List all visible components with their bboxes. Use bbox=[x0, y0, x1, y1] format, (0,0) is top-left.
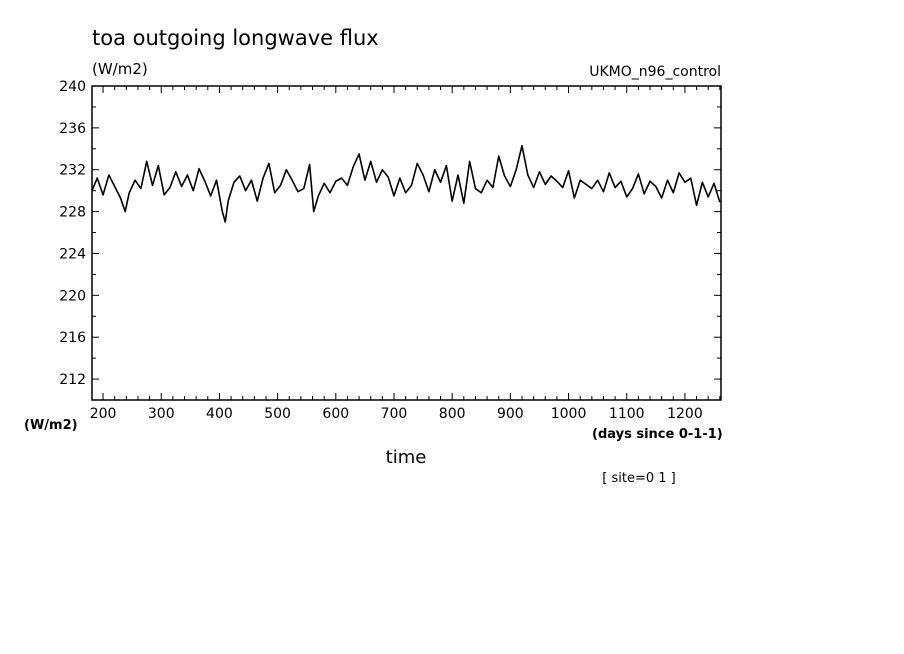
y-tick-label: 212 bbox=[59, 372, 86, 388]
x-tick-label: 500 bbox=[264, 406, 291, 422]
x-tick-label: 1100 bbox=[609, 406, 645, 422]
x-tick-label: 400 bbox=[206, 406, 233, 422]
chart-title: toa outgoing longwave flux bbox=[92, 26, 379, 50]
x-axis: 200 300 400 500 600 700 800 900 1000 1100 1200 bbox=[90, 86, 721, 422]
y-tick-label: 224 bbox=[59, 246, 86, 262]
chart-subtitle: UKMO_n96_control bbox=[589, 64, 721, 80]
x-tick-label: 700 bbox=[381, 406, 408, 422]
x-tick-label: 1200 bbox=[667, 406, 703, 422]
series-line-flux bbox=[91, 144, 721, 223]
y-axis: 212 216 220 224 228 232 236 240 bbox=[59, 79, 721, 401]
y-tick-label: 220 bbox=[59, 288, 86, 304]
y-axis-label: (W/m2) bbox=[24, 418, 78, 433]
footnote: [ site=0 1 ] bbox=[602, 471, 675, 486]
x-tick-label: 800 bbox=[439, 406, 466, 422]
y-tick-label: 236 bbox=[59, 121, 86, 137]
x-tick-label: 200 bbox=[90, 406, 117, 422]
x-tick-label: 900 bbox=[497, 406, 524, 422]
y-tick-label: 216 bbox=[59, 330, 86, 346]
y-tick-label: 232 bbox=[59, 163, 86, 179]
units-top-label: (W/m2) bbox=[92, 60, 148, 78]
y-tick-label: 240 bbox=[59, 79, 86, 95]
x-tick-label: 600 bbox=[322, 406, 349, 422]
x-axis-label: time bbox=[386, 447, 427, 468]
x-tick-label: 1000 bbox=[551, 406, 587, 422]
plot-frame bbox=[91, 85, 722, 401]
x-axis-units: (days since 0-1-1) bbox=[592, 427, 723, 442]
x-tick-label: 300 bbox=[148, 406, 175, 422]
y-tick-label: 228 bbox=[59, 205, 86, 221]
